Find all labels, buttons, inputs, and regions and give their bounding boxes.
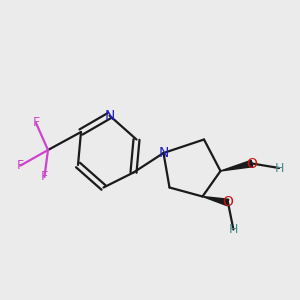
Text: F: F	[32, 116, 40, 130]
Text: H: H	[229, 223, 238, 236]
Text: N: N	[104, 109, 115, 122]
Text: F: F	[41, 170, 48, 184]
Text: O: O	[247, 157, 257, 170]
Text: F: F	[17, 159, 24, 172]
Text: O: O	[223, 196, 233, 209]
Text: N: N	[158, 146, 169, 160]
Polygon shape	[202, 196, 229, 206]
Text: H: H	[274, 161, 284, 175]
Polygon shape	[220, 160, 253, 171]
